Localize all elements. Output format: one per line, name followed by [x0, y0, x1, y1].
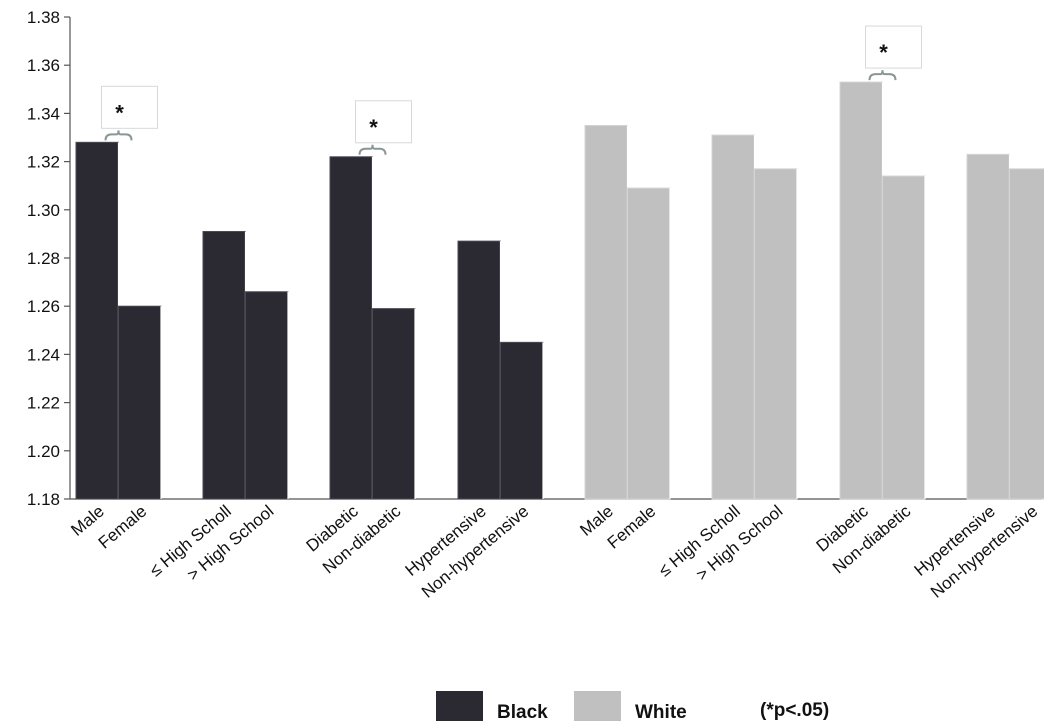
legend-swatch-black [436, 691, 483, 721]
bar [882, 175, 926, 500]
significance-star: * [879, 40, 888, 65]
bar [500, 341, 544, 500]
bar [75, 141, 119, 500]
bar [754, 168, 798, 500]
x-tick-label: Female [604, 502, 660, 553]
legend-swatch-white [574, 691, 621, 721]
bar [839, 81, 883, 500]
y-tick-label: 1.20 [27, 442, 60, 461]
bar [584, 124, 628, 500]
bar [329, 156, 373, 500]
significance-box [355, 100, 412, 144]
significance-star: * [369, 115, 378, 140]
legend-significance-note: (*p<.05) [760, 700, 829, 721]
bar [202, 230, 246, 500]
significance-box [101, 85, 158, 129]
bar [118, 305, 162, 500]
bar [711, 134, 755, 500]
significance-bracket [868, 70, 897, 81]
y-tick-label: 1.32 [27, 153, 60, 172]
significance-box [865, 25, 922, 69]
y-tick-label: 1.18 [27, 490, 60, 509]
y-tick-label: 1.36 [27, 56, 60, 75]
legend-label-black: Black [497, 702, 548, 723]
y-tick-label: 1.24 [27, 345, 60, 364]
bar [966, 153, 1010, 500]
bars [75, 81, 1044, 500]
bar [245, 291, 289, 500]
legend-label-white: White [635, 702, 687, 723]
significance-bracket [104, 130, 133, 141]
bar [457, 240, 501, 500]
y-axis: 1.18 1.20 1.22 1.24 1.26 1.28 1.30 1.32 1.34 1.36… [27, 8, 1042, 509]
y-tick-label: 1.26 [27, 297, 60, 316]
significance-bracket [358, 144, 387, 155]
y-tick-label: 1.38 [27, 8, 60, 27]
y-tick-label: 1.28 [27, 249, 60, 268]
x-tick-label: Female [95, 502, 151, 553]
bar [1009, 168, 1044, 500]
bar [372, 308, 416, 500]
y-tick-label: 1.30 [27, 201, 60, 220]
significance-star: * [115, 100, 124, 125]
y-tick-label: 1.22 [27, 394, 60, 413]
bar [627, 187, 671, 500]
significance-markers: * * * [101, 25, 922, 155]
y-tick-label: 1.34 [27, 104, 60, 123]
legend: Black White (*p<.05) [436, 691, 829, 723]
